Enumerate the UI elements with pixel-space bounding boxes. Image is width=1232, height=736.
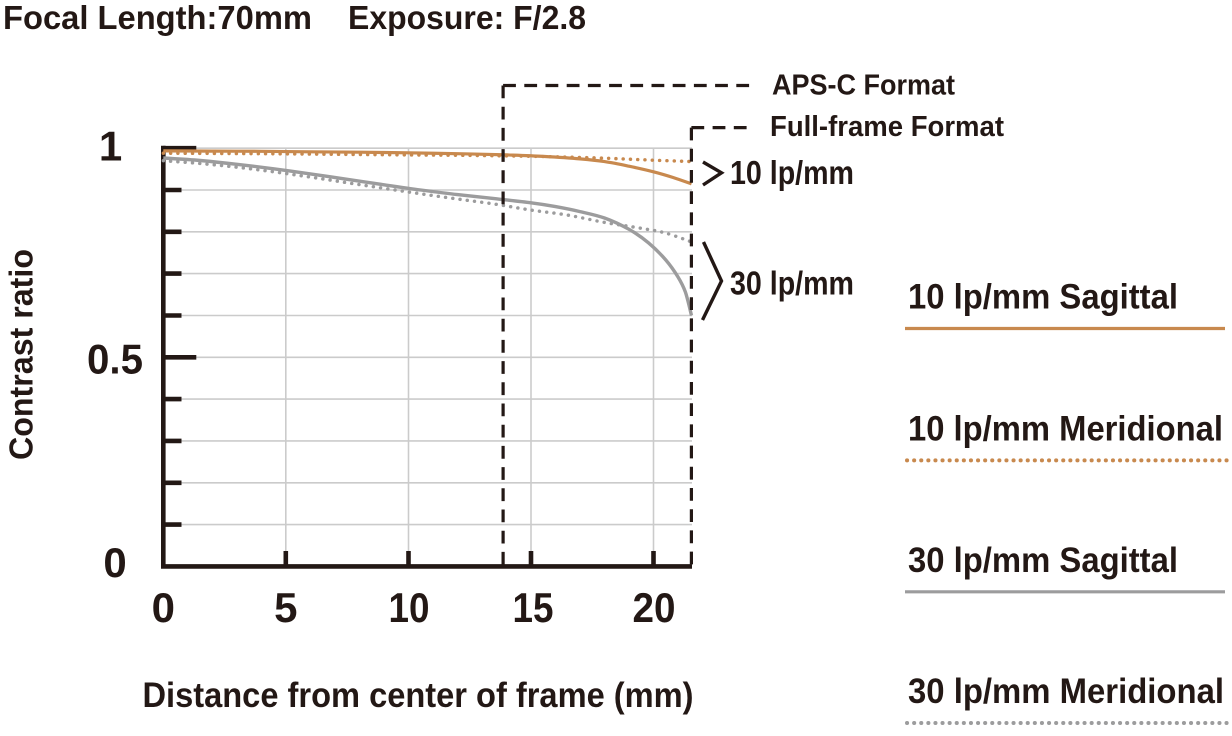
svg-text:5: 5 [274, 584, 297, 631]
svg-text:Distance from center of frame: Distance from center of frame (mm) [143, 676, 694, 715]
svg-text:0.5: 0.5 [87, 336, 143, 383]
svg-text:Focal Length:70mm: Focal Length:70mm [3, 0, 312, 36]
svg-text:Contrast ratio: Contrast ratio [3, 249, 40, 460]
svg-text:APS-C Format: APS-C Format [772, 70, 955, 102]
svg-text:20: 20 [633, 584, 676, 631]
svg-text:15: 15 [513, 584, 554, 631]
svg-text:10 lp/mm: 10 lp/mm [730, 154, 854, 191]
svg-text:0: 0 [103, 539, 126, 586]
svg-text:10: 10 [389, 584, 430, 631]
svg-text:30 lp/mm: 30 lp/mm [730, 265, 854, 302]
svg-text:10 lp/mm Sagittal: 10 lp/mm Sagittal [908, 278, 1178, 317]
svg-text:30 lp/mm Meridional: 30 lp/mm Meridional [908, 672, 1224, 711]
svg-text:Exposure: F/2.8: Exposure: F/2.8 [348, 0, 586, 36]
svg-text:1: 1 [99, 123, 122, 170]
svg-text:30 lp/mm Sagittal: 30 lp/mm Sagittal [908, 541, 1178, 580]
svg-text:0: 0 [152, 584, 175, 631]
svg-text:10 lp/mm Meridional: 10 lp/mm Meridional [908, 409, 1223, 448]
svg-text:Full-frame Format: Full-frame Format [770, 111, 1004, 143]
